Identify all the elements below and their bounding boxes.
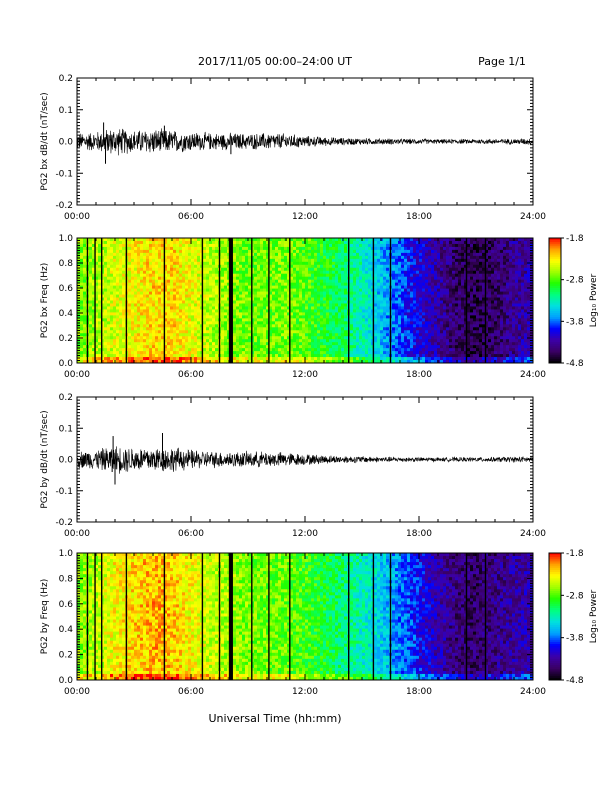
y-tick-label: 1.0 [59,234,74,244]
x-axis-title: Universal Time (hh:mm) [209,712,342,725]
y-tick-label: -0.2 [55,518,73,528]
x-tick-label: 06:00 [178,370,204,380]
page-title: 2017/11/05 00:00–24:00 UT [198,55,352,68]
colorbar-tick-label: -1.8 [566,549,584,559]
colorbar-tick-label: -4.8 [566,676,584,686]
x-tick-label: 24:00 [520,529,546,539]
y-axis-title: PG2 bx Freq (Hz) [40,263,50,339]
colorbar-frame [548,237,562,364]
x-tick-label: 12:00 [292,212,318,222]
y-tick-label: 1.0 [59,549,74,559]
y-tick-label: 0.6 [59,284,74,294]
y-tick-label: 0.0 [59,138,74,148]
y-tick-label: 0.4 [59,625,74,635]
x-tick-label: 06:00 [178,212,204,222]
colorbar: -1.8 -2.8 -3.8 -4.8 Log₁₀ Power [548,549,599,686]
x-tick-label: 24:00 [520,370,546,380]
waveform-trace [76,446,534,474]
y-tick-label: 0.1 [59,106,73,116]
colorbar-title: Log₁₀ Power [589,274,599,328]
y-tick-label: 0.8 [59,574,74,584]
y-tick-label: -0.2 [55,201,73,211]
colorbar-tick-label: -3.8 [566,317,584,327]
y-tick-label: 0.1 [59,424,73,434]
y-tick-label: 0.0 [59,676,74,686]
colorbar-tick-label: -4.8 [566,359,584,369]
panel-bx-spectrogram: 00:00 06:00 12:00 18:00 24:00 0.0 0.2 0.4 0.6 0.8… [40,234,599,380]
panel-bx-waveform: 00:00 06:00 12:00 18:00 24:00 -0.2 -0.1 0.0 0.1 0… [40,74,546,222]
colorbar-tick-label: -2.8 [566,591,584,601]
x-tick-label: 24:00 [520,212,546,222]
colorbar-tick-label: -3.8 [566,634,584,644]
colorbar: -1.8 -2.8 -3.8 -4.8 Log₁₀ Power [548,234,599,369]
colorbar-tick-label: -1.8 [566,234,584,244]
x-tick-label: 12:00 [292,370,318,380]
x-tick-label: 06:00 [178,687,204,697]
spectrogram-cells [77,238,534,364]
x-tick-label: 18:00 [406,212,432,222]
y-tick-label: 0.2 [59,334,73,344]
colorbar-frame [548,552,562,681]
colorbar-tick-label: -2.8 [566,276,584,286]
y-axis-title: PG2 bx dB/dt (nT/sec) [40,92,50,190]
x-tick-label: 00:00 [64,687,90,697]
y-tick-label: 0.0 [59,456,74,466]
y-tick-label: 0.2 [59,74,73,84]
x-tick-label: 00:00 [64,212,90,222]
x-tick-label: 12:00 [292,687,318,697]
y-tick-label: 0.8 [59,259,74,269]
x-tick-label: 18:00 [406,529,432,539]
x-tick-label: 00:00 [64,370,90,380]
y-tick-label: -0.1 [55,487,73,497]
x-tick-label: 00:00 [64,529,90,539]
y-tick-label: 0.2 [59,393,73,403]
x-tick-label: 18:00 [406,370,432,380]
y-tick-label: 0.6 [59,600,74,610]
waveform-trace [76,128,534,156]
y-axis-title: PG2 by Freq (Hz) [40,579,50,655]
x-tick-label: 12:00 [292,529,318,539]
page-number: Page 1/1 [478,55,526,68]
panel-by-waveform: 00:00 06:00 12:00 18:00 24:00 -0.2 -0.1 0.0 0.1 0… [40,393,546,539]
x-tick-label: 24:00 [520,687,546,697]
y-tick-label: 0.4 [59,309,74,319]
panel-by-spectrogram: 00:00 06:00 12:00 18:00 24:00 0.0 0.2 0.4 0.6 0.8… [40,549,599,697]
colorbar-title: Log₁₀ Power [589,590,599,644]
y-axis-title: PG2 by dB/dt (nT/sec) [40,410,50,508]
x-tick-label: 06:00 [178,529,204,539]
spectrogram-cells [77,553,534,681]
y-tick-label: -0.1 [55,169,73,179]
y-tick-label: 0.0 [59,359,74,369]
x-tick-label: 18:00 [406,687,432,697]
y-tick-label: 0.2 [59,651,73,661]
